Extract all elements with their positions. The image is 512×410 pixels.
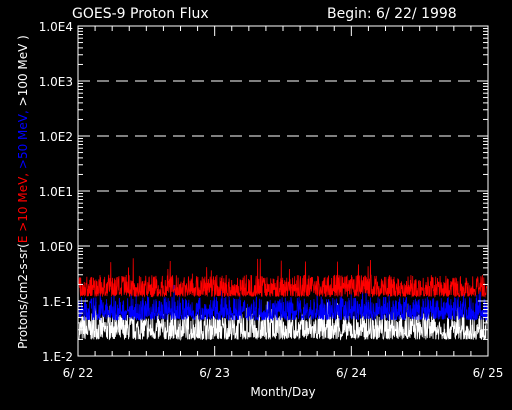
y-axis-label-part: >50 MeV, xyxy=(16,106,30,169)
series-line xyxy=(78,301,488,341)
y-axis-label-part: E >10 MeV, xyxy=(16,169,30,243)
x-tick-label: 6/ 24 xyxy=(336,366,367,380)
y-tick-label: 1.E-1 xyxy=(42,295,73,309)
series-line xyxy=(78,285,488,322)
begin-date-label: Begin: 6/ 22/ 1998 xyxy=(327,6,457,22)
series-line xyxy=(78,258,488,298)
x-tick-label: 6/ 22 xyxy=(63,366,94,380)
x-axis: 6/ 22 6/ 23 6/ 24 6/ 25 xyxy=(63,26,504,380)
y-tick-label: 1.0E1 xyxy=(39,185,73,199)
x-axis-label: Month/Day xyxy=(250,385,315,399)
y-tick-label: 1.0E3 xyxy=(39,75,73,89)
y-tick-label: 1.0E2 xyxy=(39,130,73,144)
x-tick-label: 6/ 25 xyxy=(473,366,504,380)
y-axis: 1.E-2 1.E-1 1.0E0 1.0E1 1.0E2 1.0E3 1.0E4 xyxy=(39,20,488,364)
y-tick-label: 1.0E4 xyxy=(39,20,73,34)
y-axis-label: Protons/cm2-s-sr(E >10 MeV, >50 MeV, >10… xyxy=(16,35,30,349)
chart-title: GOES-9 Proton Flux xyxy=(72,6,209,22)
y-tick-label: 1.E-2 xyxy=(42,350,73,364)
series-group xyxy=(78,258,488,341)
x-tick-label: 6/ 23 xyxy=(199,366,230,380)
grid-lines xyxy=(78,80,488,247)
y-axis-label-part: >100 MeV ) xyxy=(16,35,30,106)
y-axis-label-part: Protons/cm2-s-sr( xyxy=(16,243,30,349)
y-tick-label: 1.0E0 xyxy=(39,240,73,254)
